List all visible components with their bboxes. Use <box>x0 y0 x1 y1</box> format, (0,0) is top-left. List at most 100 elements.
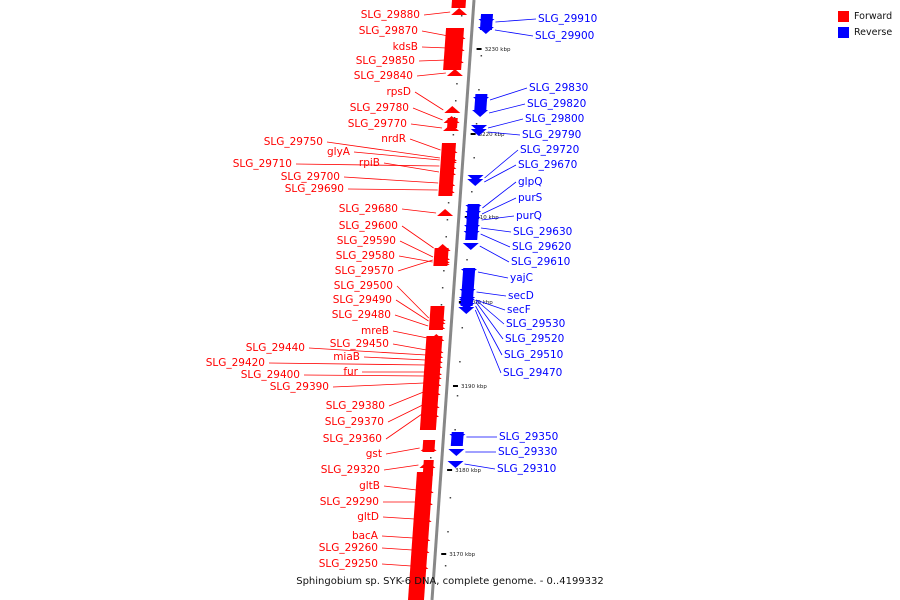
forward-gene-connector <box>410 123 443 129</box>
backbone-dot <box>455 100 457 102</box>
forward-gene-arrow <box>447 56 464 63</box>
forward-gene-connector <box>382 516 415 520</box>
forward-gene-connector <box>295 163 440 167</box>
reverse-gene-arrow <box>459 289 476 296</box>
backbone-dot <box>447 202 450 204</box>
backbone-dot <box>447 531 449 533</box>
forward-gene-label: kdsB <box>393 41 418 53</box>
forward-gene-connector <box>412 107 443 121</box>
reverse-gene-label: secF <box>507 304 531 316</box>
forward-gene-connector <box>396 285 430 319</box>
genome-caption: Sphingobium sp. SYK-6 DNA, complete geno… <box>296 576 604 587</box>
strand-legend: Forward Reverse <box>838 8 892 40</box>
reverse-gene-label: SLG_29790 <box>522 129 581 141</box>
reverse-genes: SLG_29910 SLG_29900 SLG_29830 SLG_29820 SLG_… <box>447 13 597 475</box>
forward-gene-label: SLG_29290 <box>320 496 379 508</box>
forward-gene-label: SLG_29380 <box>326 400 385 412</box>
forward-gene-label: gst <box>366 448 382 460</box>
backbone-dot <box>452 134 455 136</box>
forward-gene-arrow <box>423 410 440 417</box>
forward-gene-connector <box>423 11 451 16</box>
forward-feature-block <box>451 0 466 8</box>
forward-gene-arrow <box>428 334 445 341</box>
forward-gene-label: SLG_29870 <box>359 25 418 37</box>
forward-gene-label: SLG_29480 <box>332 309 391 321</box>
forward-gene-arrow <box>424 388 441 395</box>
forward-gene-connector <box>383 485 417 491</box>
forward-gene-connector <box>392 343 427 351</box>
reverse-gene-label: SLG_29620 <box>512 241 571 253</box>
forward-gene-connector <box>401 208 437 214</box>
forward-gene-arrow <box>426 361 443 368</box>
forward-gene-arrow <box>426 356 443 363</box>
forward-gene-label: rpsD <box>386 86 411 98</box>
forward-gene-connector <box>421 46 448 49</box>
reverse-gene-arrow <box>467 175 484 182</box>
reverse-gene-arrow <box>448 449 465 456</box>
reverse-gene-arrow <box>460 269 477 276</box>
forward-gene-label: SLG_29880 <box>361 9 420 21</box>
reverse-gene-connector <box>480 227 512 233</box>
reverse-gene-label: SLG_29520 <box>505 333 564 345</box>
backbone-dot <box>446 219 449 221</box>
forward-gene-connector <box>303 374 425 377</box>
forward-gene-connector <box>381 563 412 567</box>
forward-gene-label: mreB <box>361 325 389 337</box>
forward-gene-label: rpiB <box>359 157 380 169</box>
forward-gene-connector <box>392 330 428 339</box>
reverse-gene-connector <box>495 18 537 23</box>
reverse-gene-connector <box>489 87 528 101</box>
backbone-dot <box>430 457 432 459</box>
reverse-gene-label: SLG_29610 <box>511 256 570 268</box>
tick-label: 3180 kbp <box>455 468 481 474</box>
forward-gene-arrow <box>425 379 442 386</box>
forward-gene-connector <box>347 188 438 191</box>
forward-gene-connector <box>363 356 426 361</box>
reverse-gene-connector <box>484 164 517 183</box>
forward-gene-connector <box>383 464 419 471</box>
backbone-dot <box>480 55 483 57</box>
reverse-gene-connector <box>482 181 517 209</box>
reverse-gene-connector <box>479 245 510 263</box>
legend-reverse: Reverse <box>838 24 892 40</box>
tick-label: 3230 kbp <box>485 47 511 53</box>
forward-gene-connector <box>395 299 429 322</box>
forward-gene-label: SLG_29360 <box>323 433 382 445</box>
forward-gene-connector <box>383 162 440 173</box>
reverse-gene-arrow <box>458 299 475 306</box>
reverse-gene-connector <box>484 149 519 179</box>
backbone-dot <box>461 327 464 329</box>
legend-reverse-label: Reverse <box>854 26 893 38</box>
reverse-gene-connector <box>476 291 507 297</box>
forward-gene-arrow <box>441 146 458 153</box>
forward-gene-arrow <box>416 498 433 505</box>
reverse-gene-connector <box>475 305 503 356</box>
backbone-dot <box>475 123 478 125</box>
forward-gene-arrow <box>425 372 442 379</box>
reverse-gene-connector <box>481 197 517 215</box>
reverse-gene-connector <box>494 29 534 37</box>
tick-label: 3170 kbp <box>449 552 475 558</box>
forward-gene-label: SLG_29580 <box>336 250 395 262</box>
reverse-gene-arrow <box>471 125 488 132</box>
reverse-gene-connector <box>475 299 506 311</box>
backbone-dot <box>454 429 456 431</box>
reverse-gene-label: yajC <box>510 272 533 284</box>
reverse-gene-label: SLG_29900 <box>535 30 594 42</box>
reverse-gene-connector <box>464 463 496 470</box>
forward-gene-label: SLG_29850 <box>356 55 415 67</box>
reverse-gene-connector <box>487 118 524 129</box>
forward-gene-label: SLG_29450 <box>330 338 389 350</box>
forward-gene-label: SLG_29750 <box>264 136 323 148</box>
forward-genes: SLG_29880 SLG_29870 kdsB SLG_29850 SLG_29840… <box>206 0 468 600</box>
reverse-gene-label: SLG_29470 <box>503 367 562 379</box>
reverse-gene-label: SLG_29310 <box>497 463 556 475</box>
forward-gene-arrow <box>443 116 460 123</box>
forward-gene-label: SLG_29680 <box>339 203 398 215</box>
reverse-gene-arrow <box>458 303 475 310</box>
forward-gene-label: nrdR <box>381 133 406 145</box>
tick-mark <box>476 48 482 50</box>
forward-gene-arrow <box>423 401 440 408</box>
forward-gene-arrow <box>427 351 444 358</box>
